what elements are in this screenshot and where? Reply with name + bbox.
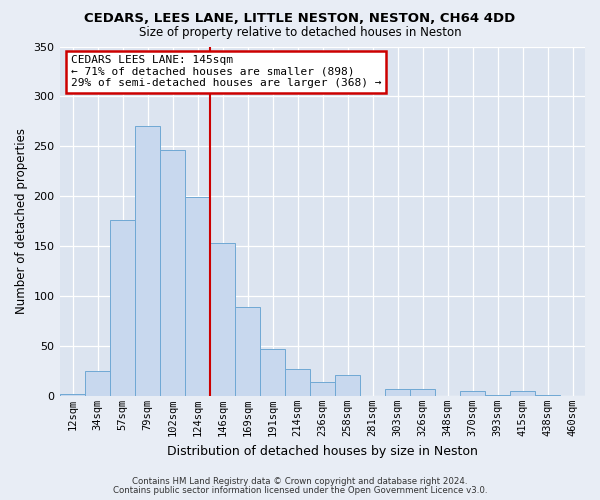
Bar [210, 243, 235, 396]
Bar [410, 389, 435, 396]
X-axis label: Distribution of detached houses by size in Neston: Distribution of detached houses by size … [167, 444, 478, 458]
Text: CEDARS, LEES LANE, LITTLE NESTON, NESTON, CH64 4DD: CEDARS, LEES LANE, LITTLE NESTON, NESTON… [85, 12, 515, 26]
Bar [335, 375, 360, 396]
Bar [485, 395, 510, 396]
Y-axis label: Number of detached properties: Number of detached properties [15, 128, 28, 314]
Bar [135, 126, 160, 396]
Bar [460, 391, 485, 396]
Bar [60, 394, 85, 396]
Text: Contains HM Land Registry data © Crown copyright and database right 2024.: Contains HM Land Registry data © Crown c… [132, 477, 468, 486]
Bar [385, 389, 410, 396]
Text: Size of property relative to detached houses in Neston: Size of property relative to detached ho… [139, 26, 461, 39]
Bar [185, 197, 210, 396]
Bar [310, 382, 335, 396]
Bar [285, 369, 310, 396]
Text: CEDARS LEES LANE: 145sqm
← 71% of detached houses are smaller (898)
29% of semi-: CEDARS LEES LANE: 145sqm ← 71% of detach… [71, 55, 381, 88]
Bar [535, 395, 560, 396]
Bar [260, 349, 285, 396]
Bar [160, 150, 185, 396]
Bar [235, 307, 260, 396]
Bar [85, 371, 110, 396]
Bar [510, 391, 535, 396]
Bar [110, 220, 135, 396]
Text: Contains public sector information licensed under the Open Government Licence v3: Contains public sector information licen… [113, 486, 487, 495]
